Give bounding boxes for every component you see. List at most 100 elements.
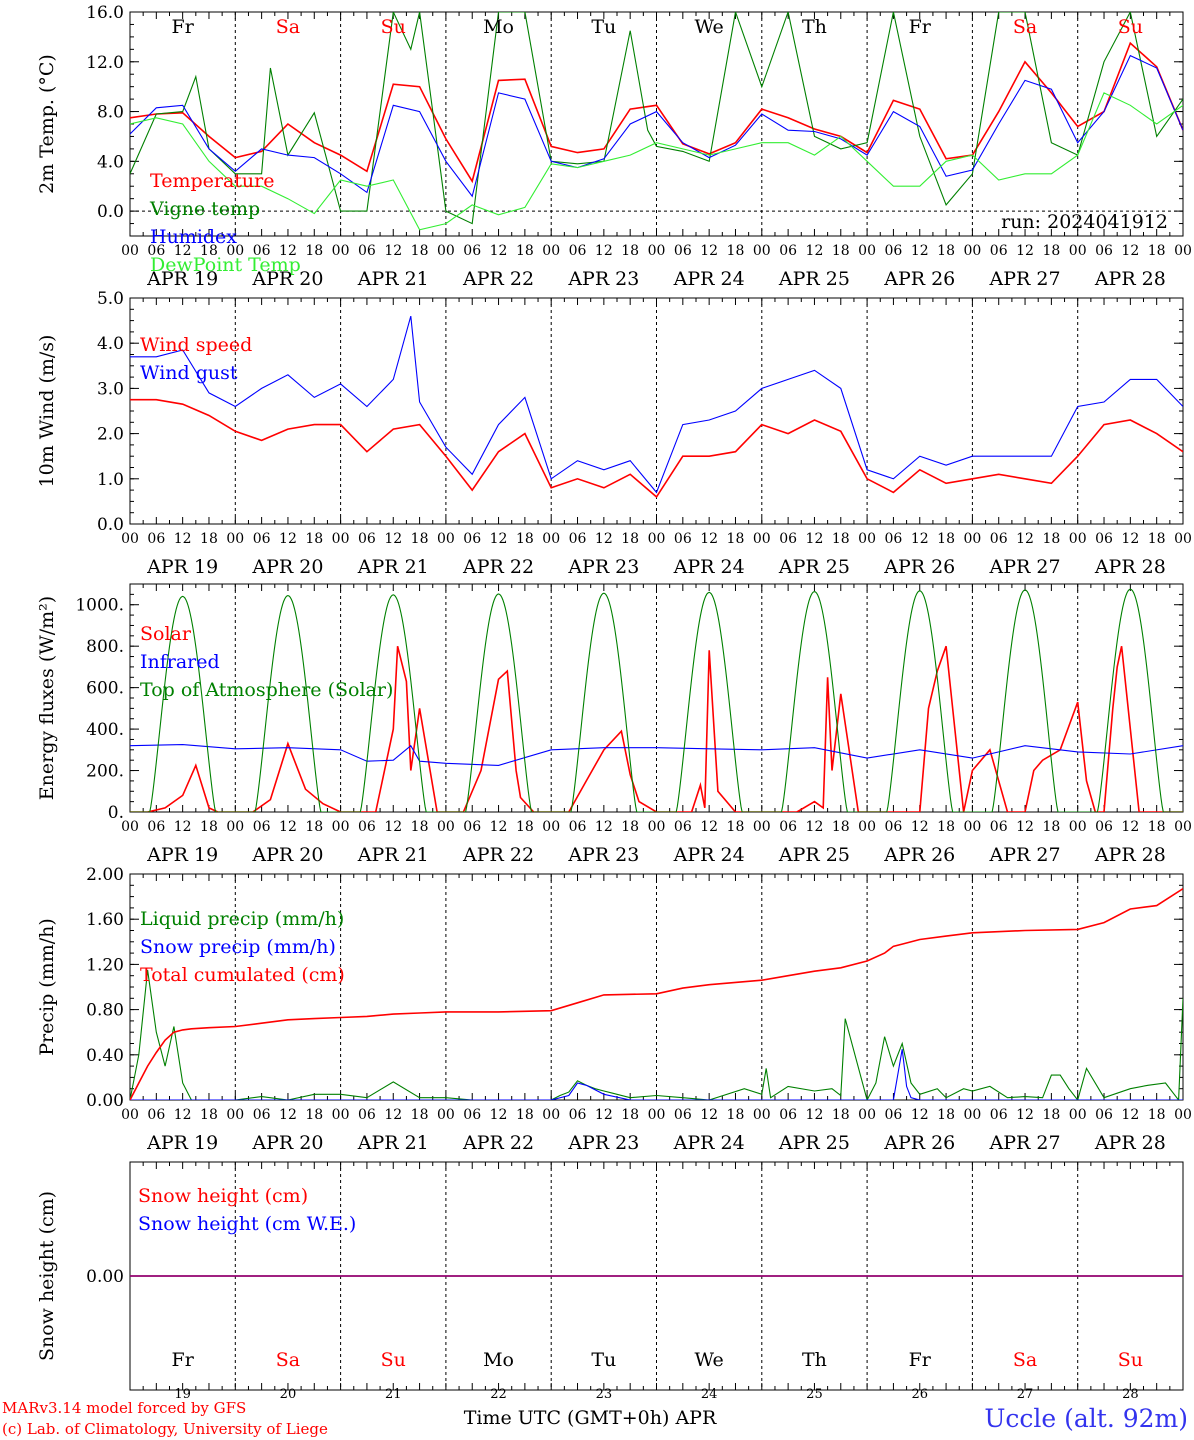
hour-tick-label: 12: [384, 531, 402, 547]
series-line-4: [130, 92, 1183, 231]
hour-tick-label: 06: [147, 819, 165, 835]
y-tick-label: 0.80: [86, 1001, 124, 1021]
hour-tick-label: 12: [1121, 1107, 1139, 1123]
hour-tick-label: 18: [937, 819, 955, 835]
date-label: APR 23: [567, 556, 639, 578]
day-number-label: 23: [596, 1387, 613, 1402]
date-label: APR 25: [778, 268, 850, 290]
hour-tick-label: 00: [437, 243, 455, 259]
hour-tick-label: 00: [1069, 531, 1087, 547]
hour-tick-label: 18: [200, 1107, 218, 1123]
hour-tick-label: 12: [1016, 819, 1034, 835]
hour-tick-label: 06: [1095, 243, 1113, 259]
day-number-label: 25: [806, 1387, 823, 1402]
dow-label-bottom: Sa: [276, 1349, 300, 1371]
hour-tick-label: 18: [937, 531, 955, 547]
hour-tick-label: 06: [463, 1107, 481, 1123]
date-label: APR 20: [251, 268, 323, 290]
hour-tick-label: 00: [1069, 1107, 1087, 1123]
hour-tick-label: 18: [516, 243, 534, 259]
series-line-2: [130, 12, 1183, 225]
hour-tick-label: 00: [332, 531, 350, 547]
legend-entry: Snow height (cm): [138, 1185, 308, 1207]
hour-tick-label: 12: [595, 531, 613, 547]
hour-tick-label: 00: [226, 243, 244, 259]
hour-tick-label: 12: [490, 819, 508, 835]
hour-tick-label: 06: [569, 819, 587, 835]
dow-label-top: Su: [381, 16, 406, 38]
dow-label-top: Mo: [483, 16, 514, 38]
hour-tick-label: 06: [253, 243, 271, 259]
dow-label-top: We: [695, 16, 724, 38]
date-label: APR 25: [778, 844, 850, 866]
hour-tick-label: 18: [305, 819, 323, 835]
hour-tick-label: 18: [832, 1107, 850, 1123]
hour-tick-label: 00: [1174, 819, 1192, 835]
dow-label-top: Sa: [1013, 16, 1037, 38]
y-tick-label: 1000.: [75, 596, 124, 616]
y-axis-label: Energy fluxes (W/m²): [36, 596, 58, 800]
legend-entry: Top of Atmosphere (Solar): [140, 679, 393, 701]
hour-tick-label: 18: [937, 1107, 955, 1123]
hour-tick-label: 00: [858, 819, 876, 835]
date-label: APR 21: [357, 1132, 429, 1154]
hour-tick-label: 18: [937, 243, 955, 259]
run-label: run: 2024041912: [1001, 211, 1168, 233]
dow-label-bottom: Fr: [909, 1349, 932, 1371]
hour-tick-label: 00: [121, 1107, 139, 1123]
hour-tick-label: 12: [1121, 819, 1139, 835]
date-label: APR 24: [673, 1132, 745, 1154]
hour-tick-label: 18: [516, 531, 534, 547]
date-label: APR 21: [357, 268, 429, 290]
hour-tick-label: 00: [1174, 531, 1192, 547]
hour-tick-label: 00: [753, 243, 771, 259]
hour-tick-label: 00: [963, 1107, 981, 1123]
hour-tick-label: 18: [1148, 531, 1166, 547]
dow-label-bottom: Su: [1118, 1349, 1143, 1371]
hour-tick-label: 00: [1174, 243, 1192, 259]
credit-line-1: MARv3.14 model forced by GFS: [2, 1399, 246, 1417]
hour-tick-label: 06: [674, 1107, 692, 1123]
hour-tick-label: 18: [411, 531, 429, 547]
footer-axis-label: Time UTC (GMT+0h) APR: [464, 1407, 717, 1429]
dow-label-top: Su: [1118, 16, 1143, 38]
y-tick-label: 1.20: [86, 955, 124, 975]
hour-tick-label: 12: [595, 243, 613, 259]
hour-tick-label: 18: [621, 243, 639, 259]
dow-label-bottom: Th: [802, 1349, 827, 1371]
hour-tick-label: 00: [648, 1107, 666, 1123]
hour-tick-label: 06: [253, 531, 271, 547]
hour-tick-label: 12: [1016, 243, 1034, 259]
y-tick-label: 0.: [108, 803, 124, 823]
panel-2: 5.0 4.0 3.0 2.0 1.0 0.0 10m Wind (m/s) Wind spe…: [36, 289, 1192, 578]
date-label: APR 19: [146, 1132, 218, 1154]
hour-tick-label: 12: [384, 819, 402, 835]
panel-4: 2.00 1.60 1.20 0.80 0.40 0.00 Precip (mm/h) Liq…: [36, 865, 1192, 1154]
hour-tick-label: 18: [305, 531, 323, 547]
day-number-label: 22: [490, 1387, 507, 1402]
date-label: APR 27: [989, 556, 1061, 578]
date-label: APR 20: [251, 556, 323, 578]
legend-entry: Liquid precip (mm/h): [140, 908, 344, 930]
hour-tick-label: 12: [700, 1107, 718, 1123]
y-tick-label: 1.60: [86, 910, 124, 930]
hour-tick-label: 12: [174, 531, 192, 547]
hour-tick-label: 12: [279, 819, 297, 835]
hour-tick-label: 12: [490, 531, 508, 547]
hour-tick-label: 00: [753, 531, 771, 547]
hour-tick-label: 06: [358, 819, 376, 835]
hour-tick-label: 00: [332, 1107, 350, 1123]
hour-tick-label: 00: [1069, 819, 1087, 835]
hour-tick-label: 06: [1095, 819, 1113, 835]
hour-tick-label: 12: [279, 531, 297, 547]
date-label: APR 28: [1094, 268, 1166, 290]
legend-entry: Total cumulated (cm): [140, 964, 345, 986]
legend-entry: Solar: [140, 623, 192, 645]
y-axis-label: 10m Wind (m/s): [36, 335, 58, 488]
day-number-label: 28: [1122, 1387, 1139, 1402]
hour-tick-label: 18: [1148, 1107, 1166, 1123]
hour-tick-label: 06: [885, 243, 903, 259]
hour-tick-label: 18: [516, 819, 534, 835]
y-tick-label: 200.: [86, 762, 124, 782]
hour-tick-label: 18: [727, 531, 745, 547]
